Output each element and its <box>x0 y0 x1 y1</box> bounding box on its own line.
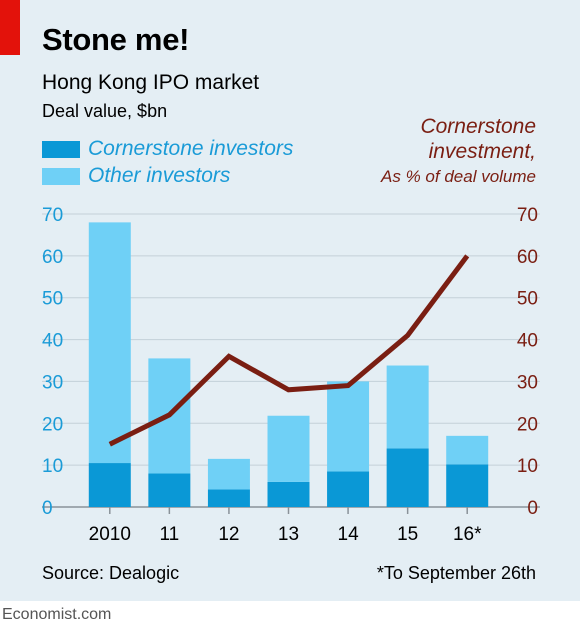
left-axis-tick-label: 20 <box>42 414 63 435</box>
bar-segment-cornerstone <box>327 471 370 507</box>
legend-swatch-other <box>42 167 80 185</box>
bar-segment-other <box>267 415 310 482</box>
bar-segment-cornerstone <box>267 481 310 507</box>
x-axis-tick-label: 16* <box>453 524 482 545</box>
bar-segment-cornerstone <box>446 464 489 507</box>
bar-segment-other <box>446 435 489 465</box>
chart-subtitle: Hong Kong IPO market <box>42 71 260 94</box>
x-axis-tick-label: 2010 <box>89 524 131 545</box>
left-axis-tick-label: 60 <box>42 247 63 268</box>
legend-item-other: Other investors <box>42 164 230 188</box>
legend-label-other: Other investors <box>88 164 231 187</box>
legend-swatch-cornerstone <box>42 140 80 158</box>
x-axis-tick-label: 14 <box>338 524 360 545</box>
unit-label: Deal value, $bn <box>42 101 168 121</box>
right-axis-title-line2: investment, <box>428 140 536 163</box>
right-axis-tick-label: 40 <box>517 331 538 352</box>
bar-segment-other <box>386 365 429 449</box>
x-axis-tick-label: 12 <box>218 524 239 545</box>
brand-accent-bar <box>0 0 20 55</box>
publisher-credit: Economist.com <box>2 606 112 623</box>
right-axis-tick-label: 10 <box>517 456 538 477</box>
right-axis-tick-label: 70 <box>517 205 538 226</box>
right-axis-tick-label: 20 <box>517 414 538 435</box>
x-axis-tick-label: 13 <box>278 524 299 545</box>
bar-segment-cornerstone <box>88 463 131 507</box>
bar-segment-cornerstone <box>386 448 429 507</box>
bar-segment-other <box>207 458 250 490</box>
legend-label-cornerstone: Cornerstone investors <box>88 137 294 160</box>
right-axis-tick-label: 30 <box>517 372 538 393</box>
bar-segment-other <box>327 381 370 472</box>
left-axis-tick-label: 0 <box>42 498 53 519</box>
left-axis-tick-label: 10 <box>42 456 63 477</box>
x-axis-tick-label: 15 <box>397 524 418 545</box>
legend-item-cornerstone: Cornerstone investors <box>42 137 293 161</box>
x-axis-tick-label: 11 <box>159 524 179 545</box>
right-axis-tick-label: 60 <box>517 247 538 268</box>
left-axis-tick-label: 40 <box>42 331 63 352</box>
left-axis-tick-label: 50 <box>42 289 63 310</box>
bar-segment-other <box>88 222 131 464</box>
left-axis-tick-label: 30 <box>42 372 63 393</box>
left-axis-tick-label: 70 <box>42 205 63 226</box>
chart-title: Stone me! <box>42 22 190 57</box>
right-axis-title-line3: As % of deal volume <box>381 167 536 186</box>
cornerstone-share-line <box>108 254 470 447</box>
source-note: Source: Dealogic <box>42 563 180 583</box>
bar-segment-cornerstone <box>207 489 250 507</box>
footnote: *To September 26th <box>376 563 536 583</box>
right-axis-tick-label: 0 <box>527 498 538 519</box>
right-axis-title-line1: Cornerstone <box>420 115 536 138</box>
right-axis-tick-label: 50 <box>517 289 538 310</box>
bar-segment-cornerstone <box>148 473 191 507</box>
